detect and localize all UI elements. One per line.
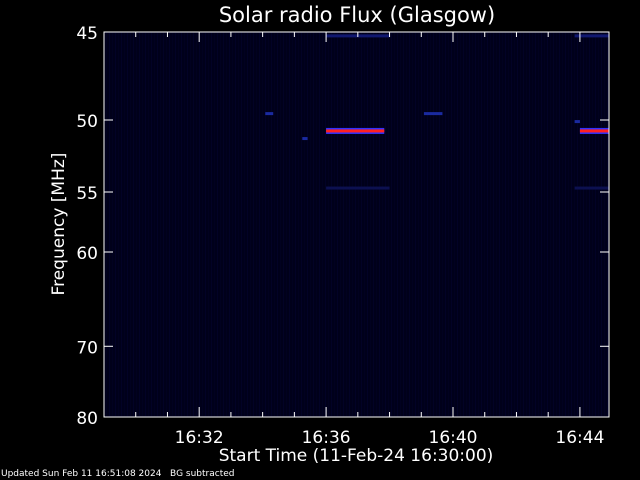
plot-background — [104, 32, 609, 417]
feature-7 — [574, 34, 609, 38]
y-tick-label: 55 — [76, 184, 98, 204]
feature-4 — [302, 137, 308, 141]
feature-9 — [574, 186, 609, 190]
bg-subtracted-note: BG subtracted — [170, 469, 235, 479]
x-tick-label: 16:32 — [175, 428, 224, 448]
spectral-features — [265, 34, 609, 190]
y-tick-label: 70 — [76, 338, 98, 358]
x-tick-label: 16:44 — [555, 428, 604, 448]
y-tick-label: 60 — [76, 244, 98, 264]
chart-title: Solar radio Flux (Glasgow) — [219, 3, 495, 27]
feature-0 — [326, 129, 385, 133]
x-tick-label: 16:36 — [302, 428, 351, 448]
plot-frame — [103, 31, 610, 418]
y-tick-label: 50 — [76, 112, 98, 132]
feature-1 — [579, 129, 609, 133]
feature-5 — [574, 120, 580, 124]
feature-8 — [326, 186, 390, 190]
y-tick-label: 80 — [76, 409, 98, 429]
feature-2 — [265, 112, 274, 116]
x-tick-label: 16:40 — [429, 428, 478, 448]
updated-timestamp: Updated Sun Feb 11 16:51:08 2024 — [1, 469, 162, 479]
y-axis-label: Frequency [MHz] — [49, 153, 69, 296]
feature-3 — [423, 112, 443, 116]
y-tick-label: 45 — [76, 24, 98, 44]
x-axis: 16:32 16:36 16:40 16:44 — [103, 32, 604, 448]
y-axis: 45 50 55 60 70 80 — [76, 24, 609, 429]
footer: Updated Sun Feb 11 16:51:08 2024 BG subt… — [1, 469, 234, 479]
x-axis-label: Start Time (11-Feb-24 16:30:00) — [219, 446, 494, 466]
